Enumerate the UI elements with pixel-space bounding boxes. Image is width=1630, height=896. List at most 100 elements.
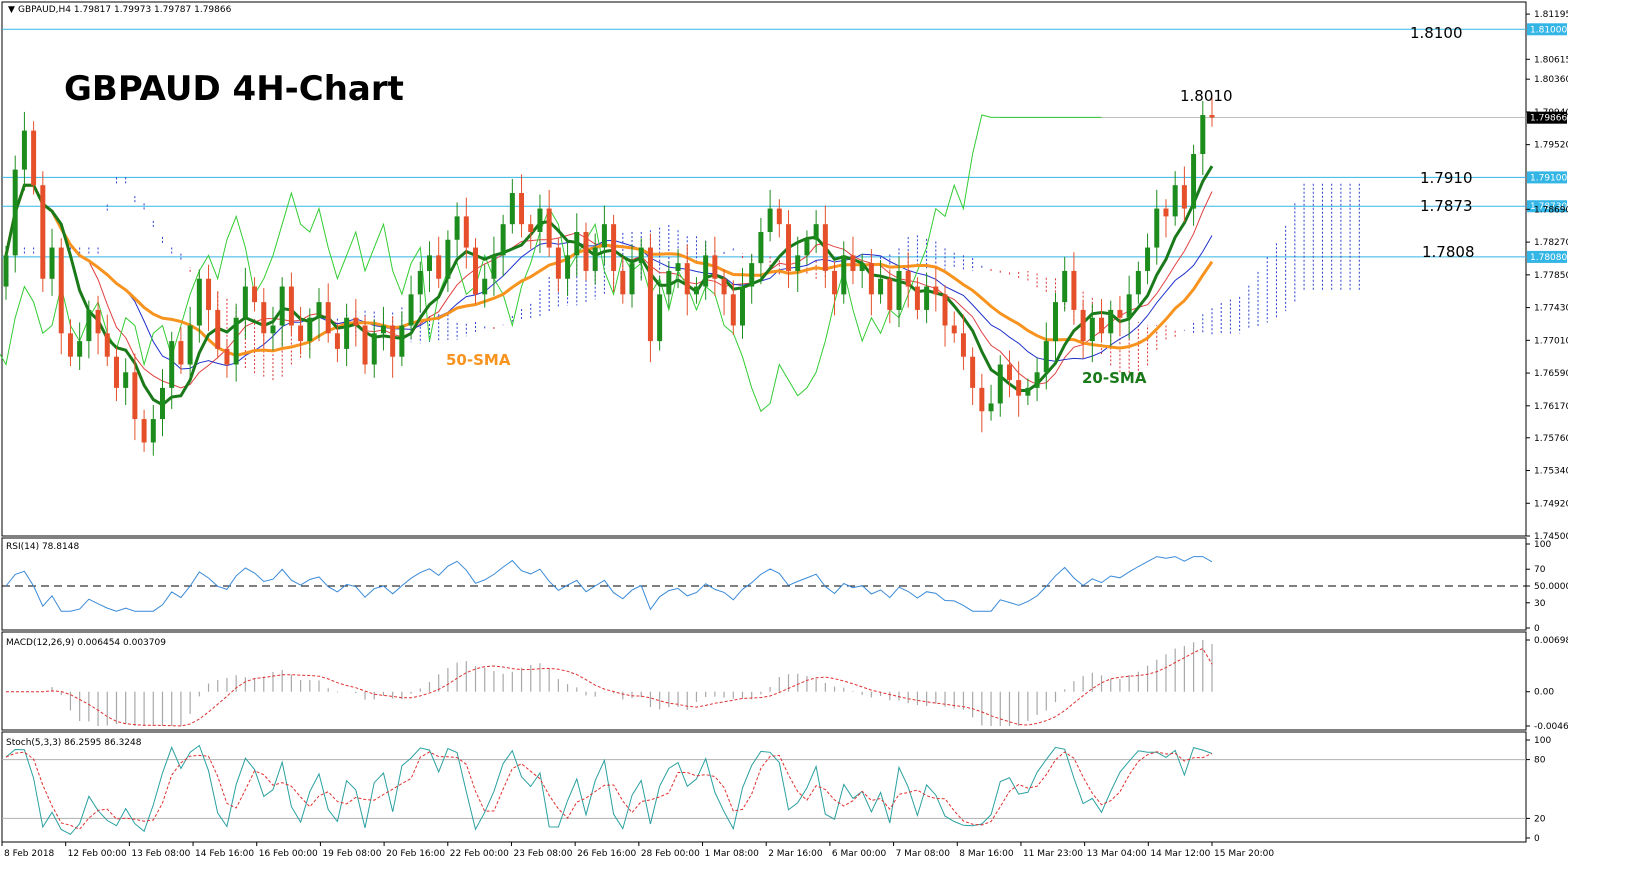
candle-body	[1006, 364, 1012, 381]
sma50-line	[4, 183, 1214, 358]
candle-body	[896, 270, 902, 310]
time-tick-label: 19 Feb 08:00	[322, 849, 381, 859]
time-tick-label: 8 Mar 16:00	[959, 849, 1014, 859]
candle-body	[1154, 208, 1160, 248]
candle-body	[1080, 309, 1086, 342]
candle-body	[1126, 294, 1132, 318]
candle-body	[150, 419, 156, 443]
candle-body	[555, 247, 561, 279]
candle-body	[196, 278, 202, 326]
peak-label: 1.8010	[1180, 87, 1233, 105]
sub-tick-label: 0	[1534, 834, 1540, 844]
sub-tick-label: 0	[1534, 624, 1540, 634]
level-axis-label: 1.78730	[1530, 202, 1567, 212]
price-tick-label: 1.80360	[1534, 75, 1568, 85]
level-axis-tag	[1527, 250, 1567, 263]
time-tick-label: 14 Feb 16:00	[195, 849, 254, 859]
candle-body	[942, 294, 948, 326]
candle-body	[325, 302, 331, 334]
candle-body	[924, 286, 930, 310]
time-axis: 8 Feb 2018 12 Feb 00:00 13 Feb 08:00 14 Feb…	[1, 842, 1274, 859]
sub-indicators: 100 70 50.0000 30 0 0.006982 0.00 -0.004629 100 8…	[2, 540, 1568, 844]
candle-body	[528, 224, 534, 232]
candle-body	[1200, 115, 1206, 155]
candle-body	[1089, 317, 1095, 342]
rsi-line	[5, 556, 1213, 612]
candle-body	[270, 325, 276, 334]
level-axis-tag	[1527, 23, 1567, 36]
time-tick-label: 26 Feb 16:00	[577, 849, 636, 859]
candle-body	[1135, 270, 1141, 295]
candle-body	[776, 208, 782, 225]
candle-body	[31, 130, 37, 186]
candle-body	[703, 255, 709, 287]
candle-body	[813, 224, 819, 240]
candle-body	[620, 270, 626, 295]
candle-body	[933, 286, 939, 295]
price-tick-label: 1.74500	[1534, 532, 1568, 542]
time-tick-label: 13 Feb 08:00	[131, 849, 190, 859]
kijun-line	[5, 184, 1213, 370]
candle-body	[215, 309, 221, 349]
macd-title: MACD(12,26,9) 0.006454 0.003709	[6, 638, 166, 648]
candle-body	[887, 278, 893, 310]
candle-body	[1052, 302, 1058, 342]
price-axis: 1.81195 1.80615 1.80360 1.79940 1.79520 1.786…	[1526, 10, 1568, 542]
candle-body	[12, 169, 18, 256]
sub-tick-label: 50.0000	[1534, 582, 1568, 592]
candle-body	[1172, 185, 1178, 217]
stoch-title: Stoch(5,3,3) 86.2595 86.3248	[6, 738, 142, 748]
candle-body	[519, 192, 525, 225]
candle-body	[169, 341, 175, 388]
candle-body	[684, 263, 690, 295]
candle-body	[344, 317, 350, 349]
candle-body	[638, 247, 644, 264]
candle-body	[86, 309, 92, 342]
price-tick-label: 1.75760	[1534, 434, 1568, 444]
candle-body	[95, 309, 101, 334]
stoch-k-line	[5, 744, 1213, 835]
price-tick-label: 1.74920	[1534, 499, 1568, 509]
sub-tick-label: 0.00	[1534, 688, 1554, 698]
level-label-1: 1.8100	[1410, 24, 1463, 42]
candle-body	[574, 231, 580, 256]
sub-tick-label: 80	[1534, 756, 1546, 766]
time-tick-label: 28 Feb 00:00	[641, 849, 700, 859]
menu-arrow-icon[interactable]: ▼	[8, 5, 15, 15]
time-tick-label: 14 Mar 12:00	[1150, 849, 1210, 859]
candle-body	[58, 247, 64, 334]
candle-body	[1108, 309, 1114, 334]
candle-body	[1181, 185, 1187, 209]
candle-body	[1071, 270, 1077, 310]
candle-body	[334, 333, 340, 349]
candle-body	[1025, 387, 1031, 396]
candle-body	[1043, 341, 1049, 373]
price-tick-label: 1.78270	[1534, 238, 1568, 248]
candle-body	[132, 372, 138, 420]
candle-body	[868, 263, 874, 295]
time-tick-label: 15 Mar 20:00	[1214, 849, 1274, 859]
candle-body	[878, 278, 884, 295]
sub-tick-label: 0.006982	[1534, 636, 1568, 646]
candle-body	[565, 255, 571, 279]
candle-body	[491, 255, 497, 279]
chikou-line	[0, 114, 1102, 413]
candle-body	[970, 356, 976, 388]
candle-body	[288, 286, 294, 326]
candle-body	[141, 419, 147, 443]
time-tick-label: 1 Mar 08:00	[705, 849, 760, 859]
candle-body	[850, 255, 856, 271]
level-axis-label: 1.78080	[1530, 253, 1567, 263]
candle-body	[1145, 247, 1151, 271]
candle-body	[307, 317, 313, 342]
candle-body	[537, 208, 543, 232]
candle-body	[178, 341, 184, 365]
price-tick-label: 1.78690	[1534, 205, 1568, 215]
symbol-info: GBPAUD,H4 1.79817 1.79973 1.79787 1.7986…	[18, 5, 232, 15]
candle-body	[795, 255, 801, 271]
sub-tick-label: 70	[1534, 565, 1546, 575]
price-tick-label: 1.79520	[1534, 141, 1568, 151]
candle-body	[960, 333, 966, 357]
candle-body	[436, 255, 442, 279]
